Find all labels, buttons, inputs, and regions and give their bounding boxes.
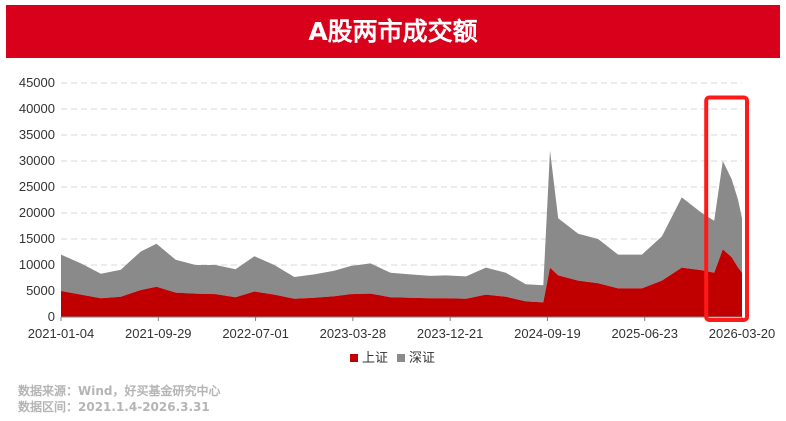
x-tick-label: 2025-06-23: [611, 326, 678, 341]
highlight-box: [704, 95, 750, 323]
y-axis-ticks: 0 5000 10000 15000 20000 25000 30000 35000 40000…: [19, 75, 55, 324]
series-area-shenzhen: [61, 150, 742, 303]
legend-label-shanghai: 上证: [362, 351, 388, 366]
x-tick-label: 2023-12-21: [417, 326, 484, 341]
x-tick-label: 2021-01-04: [28, 326, 95, 341]
y-tick-label: 30000: [19, 153, 55, 168]
x-tick-label: 2024-09-19: [514, 326, 581, 341]
range-note: 数据区间：2021.1.4-2026.3.31: [18, 400, 210, 414]
chart-title: A股两市成交额: [308, 17, 478, 46]
legend-swatch-shanghai: [350, 354, 358, 362]
series-area-shanghai: [61, 249, 742, 317]
y-tick-label: 15000: [19, 231, 55, 246]
source-note: 数据来源：Wind，好买基金研究中心: [18, 384, 221, 398]
axes: [60, 316, 743, 321]
legend: 上证 深证: [350, 351, 435, 366]
x-tick-label: 2026-03-20: [709, 326, 776, 341]
y-tick-label: 35000: [19, 127, 55, 142]
y-tick-label: 25000: [19, 179, 55, 194]
x-axis-ticks: 2021-01-04 2021-09-29 2022-07-01 2023-03-28…: [28, 326, 776, 341]
x-tick-label: 2022-07-01: [222, 326, 289, 341]
x-tick-label: 2021-09-29: [125, 326, 192, 341]
y-tick-label: 40000: [19, 101, 55, 116]
highlight-annotation: [704, 95, 750, 323]
legend-label-shenzhen: 深证: [409, 351, 435, 366]
y-tick-label: 5000: [26, 283, 55, 298]
legend-swatch-shenzhen: [397, 354, 405, 362]
x-tick-label: 2023-03-28: [320, 326, 387, 341]
chart-area: 0 5000 10000 15000 20000 25000 30000 35000 40000…: [19, 75, 776, 366]
plot-area: [61, 150, 742, 317]
y-tick-label: 10000: [19, 257, 55, 272]
y-tick-label: 20000: [19, 205, 55, 220]
y-tick-label: 0: [48, 309, 55, 324]
title-bar: A股两市成交额: [6, 5, 780, 58]
footer: 数据来源：Wind，好买基金研究中心 数据区间：2021.1.4-2026.3.…: [18, 383, 220, 415]
y-tick-label: 45000: [19, 75, 55, 90]
